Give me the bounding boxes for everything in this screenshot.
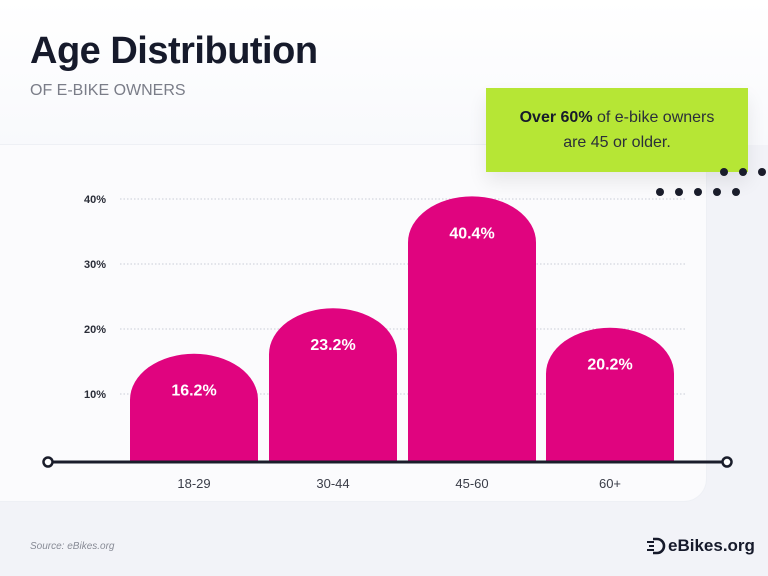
- axis-end-left: [42, 456, 54, 468]
- x-tick-label: 45-60: [455, 476, 488, 491]
- bar-60+: [546, 327, 674, 462]
- page-title: Age Distribution: [30, 30, 318, 72]
- bar-value-label: 40.4%: [449, 225, 494, 242]
- y-tick-label: 20%: [84, 324, 106, 336]
- y-tick-label: 10%: [84, 389, 106, 401]
- x-tick-label: 30-44: [316, 476, 349, 491]
- logo-icon: [647, 537, 666, 555]
- dot: [758, 168, 766, 176]
- bar-value-label: 23.2%: [310, 337, 355, 354]
- dot: [675, 188, 683, 196]
- x-tick-label: 18-29: [177, 476, 210, 491]
- callout-text: of e-bike owners are 45 or older.: [563, 109, 715, 151]
- bar-value-label: 16.2%: [171, 383, 216, 400]
- dot: [694, 188, 702, 196]
- page-subtitle: OF E-BIKE OWNERS: [30, 82, 186, 99]
- y-tick-label: 30%: [84, 259, 106, 271]
- dot: [720, 168, 728, 176]
- bar-18-29: [130, 353, 258, 462]
- dot: [656, 188, 664, 196]
- dot: [713, 188, 721, 196]
- bar-30-44: [269, 308, 397, 462]
- callout-box: Over 60% of e-bike owners are 45 or olde…: [486, 88, 748, 172]
- logo-text: eBikes.org: [668, 536, 755, 555]
- x-tick-label: 60+: [599, 476, 621, 491]
- dot: [732, 188, 740, 196]
- dot: [739, 168, 747, 176]
- bar-45-60: [408, 196, 536, 462]
- ebikes-logo: eBikes.org: [646, 536, 755, 556]
- callout-bold: Over 60%: [519, 109, 593, 126]
- source-note: Source: eBikes.org: [30, 541, 115, 552]
- y-tick-label: 40%: [84, 194, 106, 206]
- bar-value-label: 20.2%: [587, 357, 632, 374]
- axis-end-right: [721, 456, 733, 468]
